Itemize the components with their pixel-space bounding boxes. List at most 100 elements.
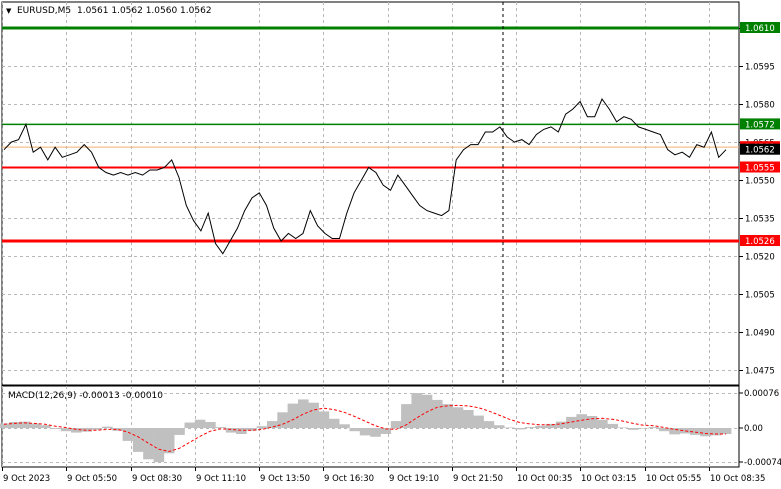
time-tick-label: 10 Oct 00:35 bbox=[517, 474, 572, 484]
macd-bar bbox=[545, 423, 557, 428]
macd-bar bbox=[132, 428, 144, 452]
macd-bar bbox=[277, 412, 288, 428]
macd-bar bbox=[566, 416, 577, 428]
level-badge-bg bbox=[740, 161, 780, 173]
price-tick-label: 1.0520 bbox=[745, 253, 775, 263]
macd-bar bbox=[586, 416, 598, 428]
macd-bar bbox=[442, 404, 453, 428]
macd-bar bbox=[524, 427, 536, 428]
macd-bar bbox=[163, 428, 175, 454]
macd-bar bbox=[607, 423, 618, 428]
macd-bar bbox=[298, 399, 309, 428]
macd-bar bbox=[184, 422, 196, 428]
macd-bar bbox=[555, 421, 567, 428]
time-tick-label: 10 Oct 03:15 bbox=[581, 474, 636, 484]
macd-bar bbox=[597, 419, 608, 428]
time-tick-label: 9 Oct 13:50 bbox=[260, 474, 310, 484]
time-tick-label: 9 Oct 2023 bbox=[3, 474, 50, 484]
macd-bar bbox=[710, 428, 722, 436]
level-lines bbox=[2, 26, 739, 243]
macd-bar bbox=[225, 428, 237, 433]
macd-bar bbox=[29, 423, 41, 428]
macd-bar bbox=[483, 421, 495, 428]
macd-bar bbox=[679, 428, 691, 434]
macd-bar bbox=[267, 421, 278, 428]
price-tick-label: 1.0595 bbox=[745, 63, 775, 73]
current-price-badge: 1.0562 bbox=[745, 146, 775, 156]
macd-bar bbox=[50, 428, 61, 429]
macd-bar bbox=[246, 428, 257, 431]
level-badge: 1.0572 bbox=[745, 120, 775, 130]
time-tick-label: 9 Oct 08:30 bbox=[132, 474, 182, 484]
price-panel-frame bbox=[1, 1, 740, 386]
macd-bar bbox=[432, 399, 443, 428]
price-tick-label: 1.0580 bbox=[745, 101, 775, 111]
macd-bar bbox=[287, 403, 299, 428]
macd-bar bbox=[194, 419, 206, 428]
macd-bar bbox=[102, 426, 113, 428]
price-tick-label: 1.0490 bbox=[745, 329, 775, 339]
macd-bar bbox=[91, 428, 103, 430]
macd-bar bbox=[318, 411, 330, 428]
time-tick-label: 9 Oct 16:30 bbox=[324, 474, 374, 484]
macd-bar bbox=[153, 428, 165, 463]
macd-bar bbox=[349, 428, 361, 432]
macd-bar bbox=[9, 422, 20, 428]
price-tick-label: 1.0505 bbox=[745, 291, 775, 301]
time-tick-label: 9 Oct 21:50 bbox=[453, 474, 503, 484]
price-tick-label: 1.0535 bbox=[745, 215, 775, 225]
macd-bar bbox=[638, 428, 649, 429]
level-badge: 1.0526 bbox=[745, 237, 775, 247]
macd-bar bbox=[380, 428, 392, 434]
macd-bar bbox=[648, 427, 660, 428]
level-badge-bg bbox=[740, 22, 780, 33]
macd-bar bbox=[205, 422, 216, 428]
macd-bar bbox=[308, 402, 319, 428]
macd-bar bbox=[339, 424, 350, 428]
macd-bar bbox=[40, 425, 51, 428]
level-badge-bg bbox=[740, 118, 780, 130]
macd-bar bbox=[514, 428, 526, 430]
chart-menu-icon[interactable]: ▼ bbox=[6, 7, 12, 15]
level-badge: 1.0555 bbox=[745, 164, 775, 174]
macd-bar bbox=[535, 425, 546, 428]
time-tick-label: 9 Oct 19:10 bbox=[389, 474, 439, 484]
macd-bar bbox=[328, 418, 340, 428]
macd-bar bbox=[401, 404, 412, 428]
macd-bar bbox=[463, 410, 474, 428]
price-tick-label: 1.0475 bbox=[745, 367, 775, 377]
time-axis: 9 Oct 2023 9 Oct 05:50 9 Oct 08:30 9 Oct 11… bbox=[2, 467, 765, 484]
macd-bar bbox=[60, 428, 72, 432]
macd-label: MACD(12,26,9) -0.00013 -0.00010 bbox=[8, 391, 163, 401]
macd-tick-zero: 0.00 bbox=[744, 424, 763, 434]
macd-bar bbox=[700, 428, 711, 437]
macd-bar bbox=[0, 423, 10, 428]
price-tick-label: 1.0550 bbox=[745, 177, 775, 187]
macd-bar bbox=[112, 428, 123, 431]
ohlc-readout: 1.0561 1.0562 1.0560 1.0562 bbox=[77, 6, 212, 16]
macd-signal-line bbox=[3, 404, 726, 453]
macd-axis: 0.00076 0.00 -0.00074 bbox=[739, 389, 781, 468]
time-tick-label: 9 Oct 05:50 bbox=[67, 474, 117, 484]
macd-bar bbox=[256, 426, 268, 428]
macd-bar bbox=[628, 428, 639, 430]
macd-bar bbox=[143, 428, 154, 460]
price-series-line bbox=[3, 97, 727, 255]
macd-bar bbox=[174, 428, 185, 435]
macd-tick-bottom: -0.00074 bbox=[744, 458, 781, 468]
macd-bar bbox=[659, 428, 670, 432]
macd-bar bbox=[71, 428, 82, 433]
level-badge-bg bbox=[740, 235, 780, 246]
current-price-badge-bg bbox=[740, 143, 780, 155]
macd-bar bbox=[359, 428, 371, 436]
macd-bar bbox=[504, 427, 515, 428]
macd-bar bbox=[411, 393, 422, 428]
time-tick-label: 10 Oct 08:35 bbox=[710, 474, 765, 484]
macd-bar bbox=[390, 421, 402, 428]
macd-bar bbox=[215, 427, 226, 428]
macd-bar bbox=[370, 428, 381, 437]
level-badge: 1.0610 bbox=[745, 24, 775, 34]
macd-bar bbox=[617, 427, 629, 428]
